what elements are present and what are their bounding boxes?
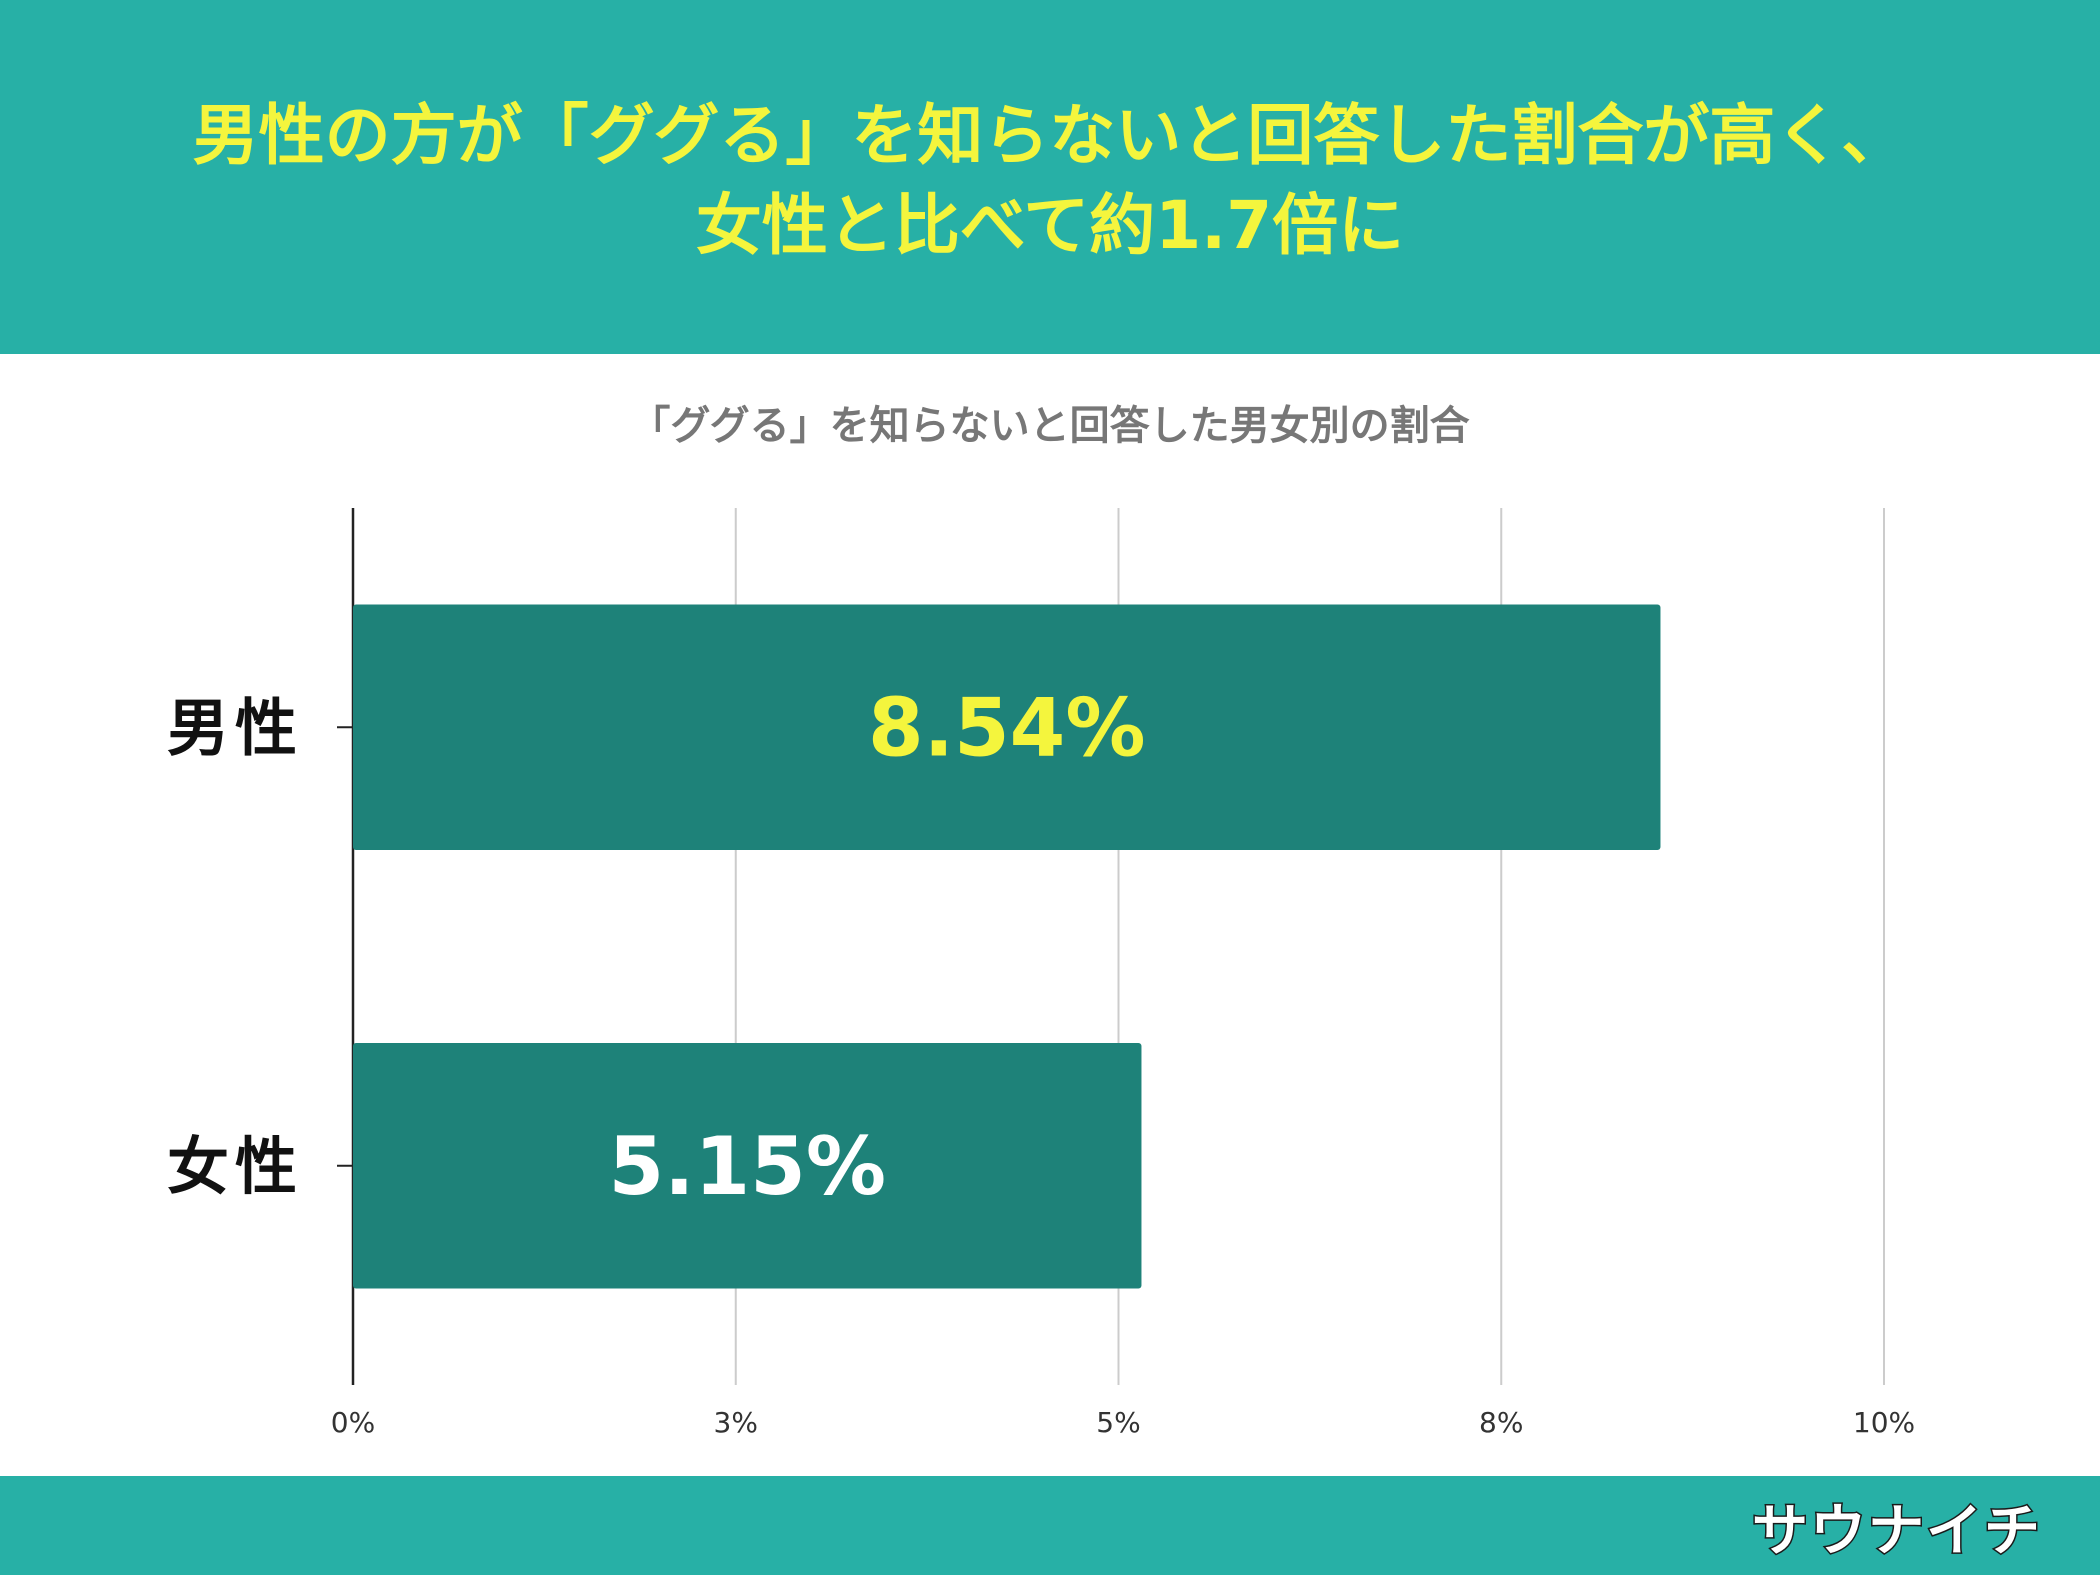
category-label: 女性 [167,1130,303,1203]
x-tick-label: 5% [1096,1406,1140,1439]
header-banner: 男性の方が「ググる」を知らないと回答した割合が高く、 女性と比べて約1.7倍に [0,0,2100,354]
x-tick-label: 8% [1479,1406,1523,1439]
x-tick-label: 3% [714,1406,758,1439]
logo-text: サウナイチ [1751,1497,2042,1565]
footer-bar: サウナイチ [0,1476,2100,1575]
chart-title: 「ググる」を知らないと回答した男女別の割合 [630,403,1470,449]
data-label: 8.54% [868,681,1146,774]
brand-logo: サウナイチ [1751,1488,2042,1565]
x-tick-label: 0% [331,1406,375,1439]
x-tick-label: 10% [1853,1406,1915,1439]
bar [353,604,1661,851]
headline-line-1: 男性の方が「ググる」を知らないと回答した割合が高く、 [192,97,1908,174]
bar-chart: 0% 3% 5% 8% 10% 男性 8.54% 女性 5.15% [167,508,1915,1439]
data-label: 5.15% [608,1120,886,1213]
headline-line-2: 女性と比べて約1.7倍に [695,187,1405,264]
category-label: 男性 [167,691,303,764]
bar [353,1042,1142,1289]
